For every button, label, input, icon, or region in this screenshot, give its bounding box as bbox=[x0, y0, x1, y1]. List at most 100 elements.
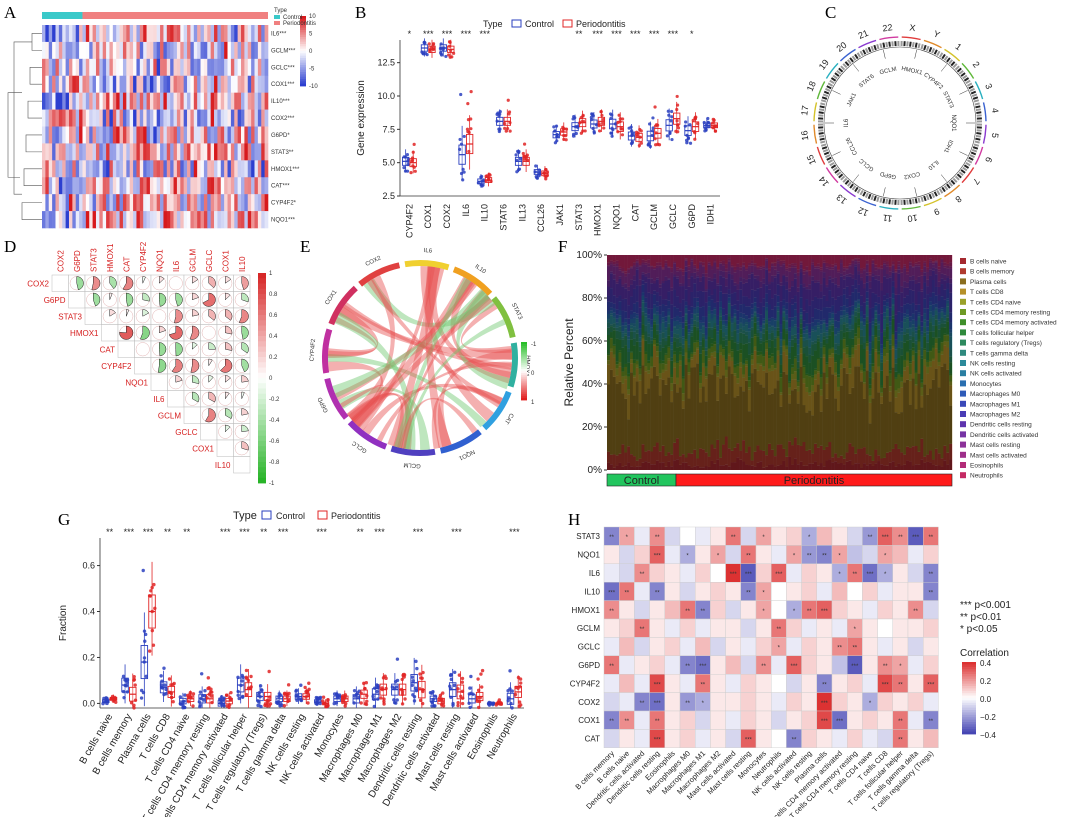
a-cell bbox=[200, 160, 205, 178]
a-cell bbox=[143, 194, 147, 212]
f-bar-segment bbox=[699, 448, 703, 468]
panelB-point bbox=[465, 127, 470, 131]
a-cell bbox=[102, 126, 107, 144]
a-cell bbox=[58, 41, 63, 60]
panelG-point bbox=[121, 689, 126, 694]
f-bar-segment bbox=[612, 354, 616, 358]
a-cell bbox=[139, 92, 144, 110]
f-bar-segment bbox=[745, 296, 749, 307]
panelB-point bbox=[439, 51, 443, 55]
a-cell bbox=[122, 109, 127, 127]
a-cell bbox=[193, 126, 198, 144]
f-bar-segment bbox=[713, 357, 717, 366]
f-legend-label: T cells CD4 memory resting bbox=[970, 310, 1050, 317]
f-bar-segment bbox=[704, 273, 708, 277]
f-bar-segment bbox=[716, 283, 720, 286]
f-bar-segment bbox=[676, 329, 680, 335]
a-cell bbox=[214, 25, 218, 43]
f-bar-segment bbox=[670, 255, 674, 268]
a-scale-step bbox=[300, 51, 306, 54]
f-bar-segment bbox=[716, 439, 720, 460]
panelB-point bbox=[650, 129, 655, 133]
d-col-label: G6PD bbox=[73, 250, 82, 272]
a-cell bbox=[187, 58, 191, 77]
d-row-label: IL6 bbox=[153, 395, 165, 404]
c-band bbox=[844, 61, 850, 67]
a-cell bbox=[45, 194, 50, 212]
f-bar-segment bbox=[713, 309, 717, 315]
f-bar-segment bbox=[647, 263, 651, 267]
a-cell bbox=[247, 194, 252, 212]
c-band bbox=[879, 43, 883, 49]
f-bar-segment bbox=[621, 333, 625, 338]
a-cell bbox=[48, 25, 53, 43]
f-bar-segment bbox=[678, 337, 682, 343]
c-band bbox=[911, 41, 915, 48]
f-bar-segment bbox=[750, 308, 754, 315]
panelG-point bbox=[257, 700, 261, 704]
f-bar-segment bbox=[756, 321, 760, 326]
f-bar-segment bbox=[704, 327, 708, 336]
a-cell bbox=[82, 160, 87, 178]
f-bar-segment bbox=[727, 339, 731, 342]
f-bar-segment bbox=[768, 443, 772, 465]
panelB-point bbox=[706, 125, 710, 129]
d-row-label: HMOX1 bbox=[70, 329, 99, 338]
f-bar-segment bbox=[742, 391, 746, 441]
f-bar-segment bbox=[747, 318, 751, 322]
f-bar-segment bbox=[687, 350, 691, 359]
a-cell bbox=[99, 177, 104, 195]
f-bar-segment bbox=[765, 323, 769, 331]
a-cell bbox=[149, 143, 154, 161]
f-bar-segment bbox=[678, 283, 682, 287]
a-cell bbox=[203, 143, 208, 161]
f-bar-segment bbox=[667, 316, 671, 324]
f-bar-segment bbox=[765, 319, 769, 324]
a-cell bbox=[190, 58, 195, 77]
f-bar-segment bbox=[704, 269, 708, 274]
c-inner-ring bbox=[823, 46, 977, 200]
f-bar-segment bbox=[701, 262, 705, 266]
f-bar-segment bbox=[676, 361, 680, 363]
d-pie-slice bbox=[192, 276, 199, 284]
f-bar-segment bbox=[609, 464, 613, 470]
f-bar-segment bbox=[612, 279, 616, 296]
f-bar-segment bbox=[653, 319, 657, 322]
f-bar-segment bbox=[624, 375, 628, 380]
a-cell bbox=[68, 143, 73, 161]
a-cell bbox=[244, 211, 249, 229]
f-bar-segment bbox=[627, 286, 631, 291]
a-cell bbox=[85, 211, 90, 229]
a-row-label: STAT3** bbox=[271, 150, 294, 156]
f-bar-segment bbox=[690, 367, 694, 454]
f-bar-segment bbox=[733, 397, 737, 448]
a-cell bbox=[75, 143, 80, 161]
f-bar-segment bbox=[768, 464, 772, 470]
f-bar-segment bbox=[704, 255, 708, 270]
f-bar-segment bbox=[745, 282, 749, 297]
panelB-point bbox=[711, 126, 715, 130]
a-cell bbox=[116, 109, 120, 127]
panelB-point bbox=[403, 169, 408, 173]
a-cell bbox=[143, 177, 147, 195]
panelB-point bbox=[461, 178, 465, 182]
a-cell bbox=[68, 92, 73, 110]
panelB-point bbox=[498, 109, 502, 114]
f-bar-segment bbox=[696, 313, 700, 317]
a-cell bbox=[237, 58, 242, 77]
f-bar-segment bbox=[707, 306, 711, 311]
a-cell bbox=[193, 41, 198, 60]
a-cell bbox=[247, 211, 252, 229]
f-bar-segment bbox=[658, 265, 662, 268]
a-cell bbox=[227, 41, 232, 60]
panelG-point bbox=[304, 695, 308, 699]
f-bar-segment bbox=[722, 465, 726, 470]
f-bar-segment bbox=[701, 322, 705, 326]
a-cell bbox=[85, 75, 90, 93]
c-band bbox=[966, 159, 973, 164]
panelG-point bbox=[326, 698, 330, 702]
f-bar-segment bbox=[607, 310, 611, 314]
f-bar-segment bbox=[635, 267, 639, 270]
a-cell bbox=[176, 109, 181, 127]
panelB-point bbox=[521, 151, 525, 156]
